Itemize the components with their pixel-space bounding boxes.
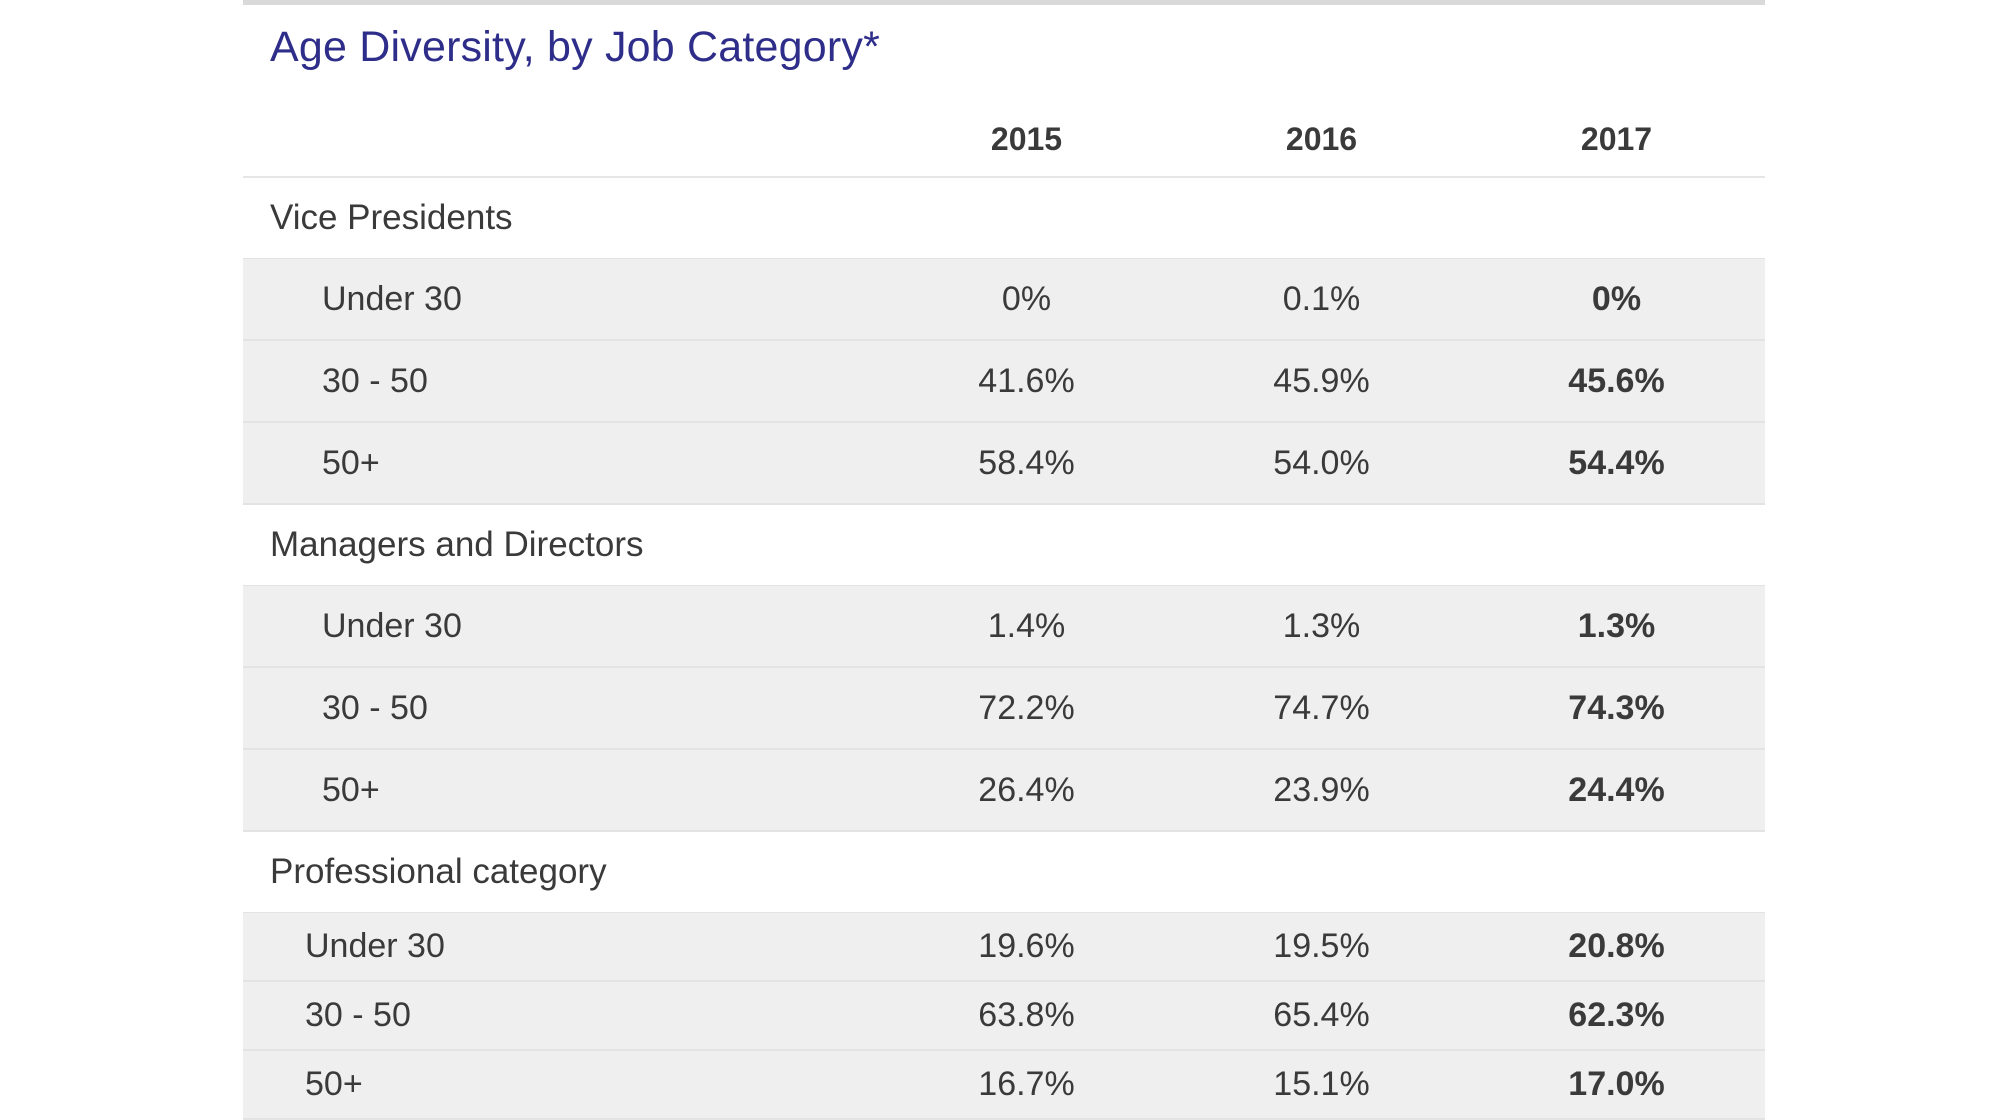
row-label: 50+ [305,1065,363,1103]
row-label: 50+ [322,770,380,809]
cell-2017: 1.3% [1577,606,1656,645]
row-label: Under 30 [322,606,462,645]
cell-2015: 26.4% [978,770,1075,809]
page-title: Age Diversity, by Job Category* [270,23,881,71]
table-row: 30 - 50 72.2% 74.7% 74.3% [243,667,1765,749]
row-label: Under 30 [322,279,462,318]
top-divider [243,0,1765,5]
cell-2017: 17.0% [1568,1065,1665,1103]
table-row: Under 30 1.4% 1.3% 1.3% [243,585,1765,667]
cell-2015: 58.4% [978,443,1075,482]
cell-2015: 72.2% [978,688,1075,727]
row-label: Under 30 [305,927,445,965]
cell-2016: 45.9% [1273,361,1370,400]
year-header-2016: 2016 [1285,120,1358,157]
cell-2017: 54.4% [1568,443,1665,482]
year-header-2015: 2015 [990,120,1063,157]
section-header-vice-presidents: Vice Presidents [243,178,1765,258]
cell-2015: 0% [1001,279,1052,318]
cell-2016: 15.1% [1273,1065,1370,1103]
cell-2015: 16.7% [978,1065,1075,1103]
cell-2015: 19.6% [978,927,1075,965]
cell-2016: 74.7% [1273,688,1370,727]
row-label: 30 - 50 [322,688,428,727]
row-label: 30 - 50 [322,361,428,400]
table-row: 30 - 50 63.8% 65.4% 62.3% [243,981,1765,1050]
table-row: Under 30 0% 0.1% 0% [243,258,1765,340]
row-label: 50+ [322,443,380,482]
cell-2016: 54.0% [1273,443,1370,482]
table-row: 50+ 58.4% 54.0% 54.4% [243,422,1765,505]
table-row: 30 - 50 41.6% 45.9% 45.6% [243,340,1765,422]
cell-2017: 20.8% [1568,927,1665,965]
cell-2017: 0% [1591,279,1642,318]
year-header-2017: 2017 [1580,120,1653,157]
table-header-row: 2015 2016 2017 [243,92,1765,178]
section-header-managers-and-directors: Managers and Directors [243,505,1765,585]
section-header-professional-category: Professional category [243,832,1765,912]
table-row: 50+ 26.4% 23.9% 24.4% [243,749,1765,832]
cell-2017: 74.3% [1568,688,1665,727]
cell-2016: 65.4% [1273,996,1370,1034]
cell-2015: 63.8% [978,996,1075,1034]
cell-2017: 24.4% [1568,770,1665,809]
cell-2016: 19.5% [1273,927,1370,965]
row-label: 30 - 50 [305,996,411,1034]
table-row: Under 30 19.6% 19.5% 20.8% [243,912,1765,981]
cell-2017: 62.3% [1568,996,1665,1034]
age-diversity-table-panel: Age Diversity, by Job Category* 2015 201… [243,0,1765,1120]
cell-2016: 0.1% [1282,279,1361,318]
table-row: 50+ 16.7% 15.1% 17.0% [243,1050,1765,1120]
cell-2016: 23.9% [1273,770,1370,809]
cell-2017: 45.6% [1568,361,1665,400]
cell-2015: 1.4% [987,606,1066,645]
cell-2015: 41.6% [978,361,1075,400]
cell-2016: 1.3% [1282,606,1361,645]
